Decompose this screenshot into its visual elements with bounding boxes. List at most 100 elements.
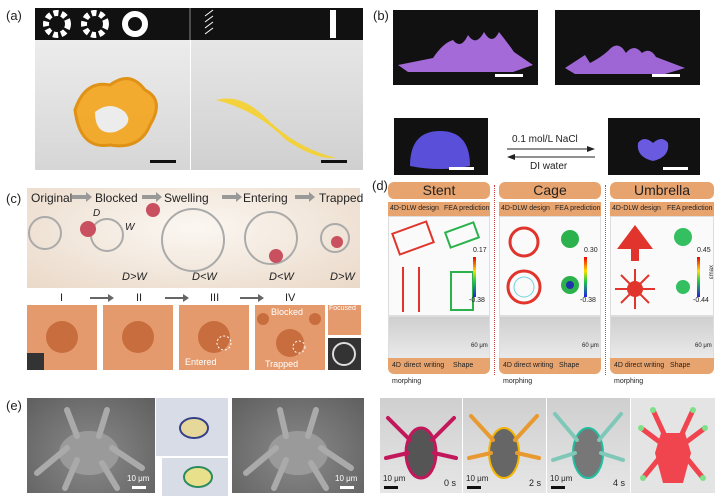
condition-blocked: D>W bbox=[122, 271, 147, 283]
design-label: 4D-DLW design bbox=[499, 202, 550, 216]
window-symbol: W bbox=[125, 222, 135, 233]
spider-frame-0s: 10 μm 0 s bbox=[380, 398, 462, 493]
design-cell: 0.17 -0.38 bbox=[388, 216, 490, 316]
scale-bar-label: 10 μm bbox=[383, 474, 406, 483]
scale-bar bbox=[132, 486, 146, 489]
column-divider bbox=[494, 185, 495, 375]
design-label: 4D-DLW design bbox=[388, 202, 439, 216]
scale-bar bbox=[663, 167, 688, 170]
scale-bar bbox=[321, 160, 347, 163]
scale-bar-label: 10 μm bbox=[335, 474, 358, 483]
time-label: 2 s bbox=[529, 478, 542, 488]
writing-label: 4D direct writing bbox=[392, 362, 445, 369]
time-label: 0 s bbox=[444, 478, 457, 488]
condition-entering: D<W bbox=[269, 271, 294, 283]
stage-blocked: Blocked bbox=[95, 191, 138, 205]
column-divider bbox=[605, 185, 606, 375]
scale-min: -0.38 bbox=[580, 297, 596, 304]
scale-max: 0.17 bbox=[473, 247, 487, 254]
forward-condition: 0.1 mol/L NaCl bbox=[512, 134, 578, 145]
morphing-label: Shape morphing bbox=[392, 362, 474, 385]
prediction-label: FEA prediction bbox=[550, 202, 601, 216]
folded-structure bbox=[608, 118, 700, 175]
scale-bar bbox=[150, 160, 176, 163]
scale-min: -0.44 bbox=[693, 297, 709, 304]
design-label: 4D-DLW design bbox=[610, 202, 662, 216]
micrograph-cell: 60 μm bbox=[610, 316, 714, 360]
prediction-label: FEA prediction bbox=[439, 202, 490, 216]
footer: 4D direct writing Shape morphing bbox=[499, 358, 601, 385]
optical-spider-top bbox=[156, 398, 228, 456]
footer: 4D direct writing Shape morphing bbox=[388, 358, 490, 385]
sem-cage-inset bbox=[328, 338, 361, 370]
scale-bar bbox=[652, 74, 680, 77]
cage-illustrations bbox=[28, 192, 350, 272]
scale-bar bbox=[449, 167, 474, 170]
spider-frame-2s: 10 μm 2 s bbox=[463, 398, 546, 493]
design-cell: 0.45 -0.44 εmax bbox=[610, 216, 716, 316]
mask-patterns bbox=[43, 8, 336, 40]
scale-max: 0.30 bbox=[584, 247, 598, 254]
pattern-strip bbox=[35, 8, 363, 40]
colorbar-label: εmax bbox=[709, 264, 716, 280]
column-title: Umbrella bbox=[610, 182, 714, 199]
scale-bar-label: 10 μm bbox=[550, 474, 573, 483]
condition-swelling: D<W bbox=[192, 271, 217, 283]
blocked-annotation: Blocked bbox=[271, 307, 304, 317]
panel-e-label: (e) bbox=[6, 398, 22, 413]
micrograph-4: Blocked Trapped bbox=[255, 305, 325, 370]
scale-bar-label: 10 μm bbox=[127, 474, 150, 483]
stage-original: Original bbox=[31, 191, 73, 205]
scale-bar-label: 60 μm bbox=[582, 343, 599, 349]
stage-swelling: Swelling bbox=[164, 191, 209, 205]
scale-max: 0.45 bbox=[697, 247, 711, 254]
micrograph-3: Entered bbox=[179, 305, 249, 370]
step-arrows bbox=[90, 294, 264, 302]
writing-label: 4D direct writing bbox=[503, 362, 554, 369]
wavy-structure-2 bbox=[555, 10, 700, 85]
micrograph-1 bbox=[27, 305, 97, 370]
prediction-label: FEA prediction bbox=[662, 202, 714, 216]
step-4: IV bbox=[285, 292, 296, 304]
scale-bar bbox=[495, 74, 523, 77]
optical-spider-bottom bbox=[162, 458, 228, 496]
scale-bar-label: 60 μm bbox=[695, 343, 712, 349]
trapping-schematic: Original Blocked Swelling Entering Trapp… bbox=[27, 188, 364, 288]
focused-inset: Focused bbox=[328, 305, 361, 335]
reversible-arrows bbox=[507, 146, 595, 160]
writing-label: 4D direct writing bbox=[614, 362, 665, 369]
focused-annotation: Focused bbox=[329, 305, 356, 312]
scale-bar bbox=[551, 486, 565, 489]
star-shape-photo bbox=[35, 40, 190, 170]
scale-bar bbox=[384, 486, 398, 489]
step-2: II bbox=[136, 292, 143, 304]
time-label: 4 s bbox=[613, 478, 626, 488]
stage-entering: Entering bbox=[243, 191, 288, 205]
scale-bar bbox=[467, 486, 481, 489]
morphing-label: Shape morphing bbox=[503, 362, 580, 385]
design-cell: 0.30 -0.38 bbox=[499, 216, 601, 316]
entered-annotation: Entered bbox=[185, 357, 217, 367]
wavy-structure-1 bbox=[393, 10, 538, 85]
scale-bar-label: 10 μm bbox=[466, 474, 489, 483]
sem-spider-1: 10 μm bbox=[27, 398, 155, 493]
diameter-symbol: D bbox=[93, 208, 101, 219]
scale-bar bbox=[340, 486, 354, 489]
panel-a-label: (a) bbox=[6, 8, 22, 23]
micrograph-2 bbox=[103, 305, 173, 370]
scale-min: -0.38 bbox=[469, 297, 485, 304]
morphing-label: Shape morphing bbox=[614, 362, 691, 385]
twisted-strip-photo bbox=[191, 40, 363, 170]
spider-frame-4s: 10 μm 4 s bbox=[547, 398, 630, 493]
step-3: III bbox=[210, 292, 220, 304]
trapped-annotation: Trapped bbox=[265, 359, 299, 369]
dome-structure bbox=[394, 118, 488, 175]
panel-c-label: (c) bbox=[6, 191, 22, 206]
sem-spider-2: 10 μm bbox=[232, 398, 364, 493]
step-1: I bbox=[60, 292, 64, 304]
micrograph-cell: 60 μm bbox=[499, 316, 601, 360]
column-title: Stent bbox=[388, 182, 490, 199]
stage-trapped: Trapped bbox=[319, 191, 364, 205]
panel-d-label: (d) bbox=[372, 178, 388, 193]
panel-b-label: (b) bbox=[373, 8, 389, 23]
